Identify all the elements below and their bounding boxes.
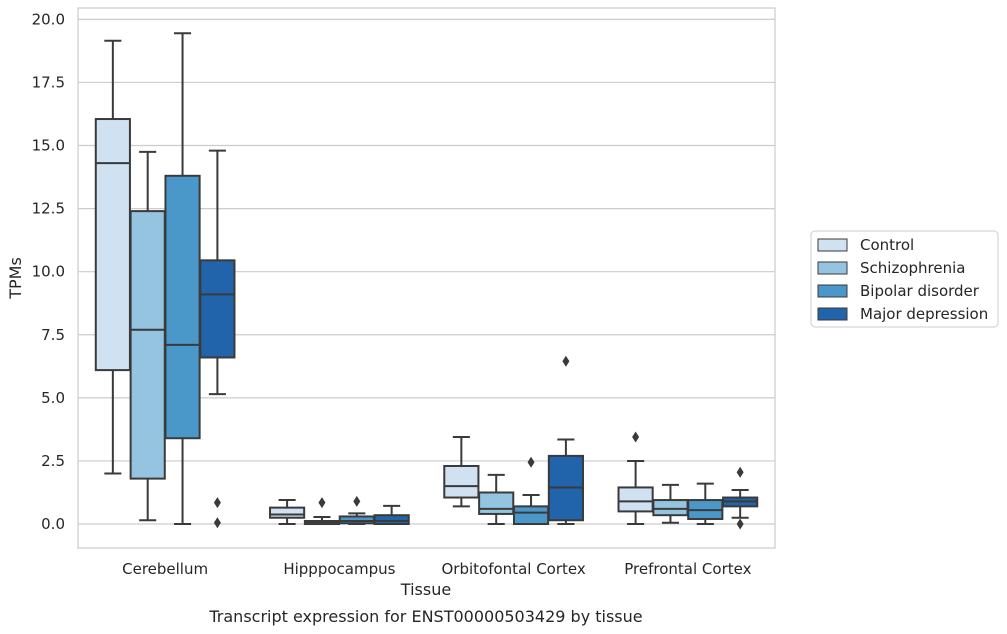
outlier-point xyxy=(353,495,361,507)
legend-swatch xyxy=(817,238,848,252)
box-body xyxy=(478,491,515,515)
outlier-point xyxy=(527,456,535,468)
box-plots xyxy=(94,32,759,530)
legend-label: Control xyxy=(860,236,914,254)
box-body xyxy=(338,515,375,525)
y-axis-title: TPMs xyxy=(6,257,25,300)
box-2-3 xyxy=(547,355,584,526)
box-body xyxy=(617,486,654,513)
y-tick-label: 5.0 xyxy=(41,389,65,407)
box-3-2 xyxy=(687,482,724,526)
plot-frame xyxy=(77,7,776,549)
x-tick-label: Cerebellum xyxy=(122,560,208,578)
y-tick-label: 20.0 xyxy=(32,10,65,28)
legend-swatch xyxy=(817,307,848,321)
box-body xyxy=(269,506,306,519)
y-tick-label: 10.0 xyxy=(32,263,65,281)
legend: Control Schizophrenia Bipolar disorder Majo… xyxy=(810,230,999,328)
legend-label: Bipolar disorder xyxy=(860,282,980,300)
outlier-point xyxy=(632,431,640,443)
box-body xyxy=(512,505,550,526)
y-tick-label: 12.5 xyxy=(32,200,65,218)
legend-label: Schizophrenia xyxy=(860,259,965,277)
box-1-3 xyxy=(373,504,410,526)
x-tick-label: Orbitofontal Cortex xyxy=(442,560,586,578)
box-body xyxy=(199,259,236,359)
box-body xyxy=(652,499,689,517)
box-0-0 xyxy=(94,39,131,475)
outlier-point xyxy=(736,518,744,530)
legend-label: Major depression xyxy=(860,305,988,323)
box-3-3 xyxy=(722,466,759,530)
x-tick-label: Hipppocampus xyxy=(283,560,395,578)
box-body xyxy=(129,210,166,480)
box-0-1 xyxy=(129,150,166,522)
box-1-2 xyxy=(338,495,375,526)
outlier-point xyxy=(213,517,221,529)
y-tick-label: 7.5 xyxy=(41,326,65,344)
box-2-1 xyxy=(478,473,515,526)
box-2-2 xyxy=(512,456,550,526)
legend-frame xyxy=(810,230,999,328)
y-tick-labels: 0.0 2.5 5.0 7.5 10.0 12.5 15.0 17.5 20.0 xyxy=(32,10,65,533)
chart-caption: Transcript expression for ENST0000050342… xyxy=(208,607,642,626)
legend-swatch xyxy=(817,284,848,298)
y-tick-label: 0.0 xyxy=(41,515,65,533)
box-0-2 xyxy=(164,32,201,526)
y-tick-label: 15.0 xyxy=(32,137,65,155)
box-3-0 xyxy=(617,431,654,526)
y-tick-label: 17.5 xyxy=(32,73,65,91)
outlier-point xyxy=(562,355,570,367)
box-body xyxy=(443,464,480,499)
x-tick-labels: Cerebellum Hipppocampus Orbitofontal Corte… xyxy=(122,560,751,578)
box-1-0 xyxy=(269,499,306,526)
legend-swatch xyxy=(817,261,848,275)
outlier-point xyxy=(213,497,221,509)
box-body xyxy=(373,514,410,526)
box-2-0 xyxy=(443,435,480,508)
box-0-3 xyxy=(199,149,236,529)
y-tick-label: 2.5 xyxy=(41,452,65,470)
x-axis-title: Tissue xyxy=(400,580,451,599)
box-1-1 xyxy=(303,497,341,526)
outlier-point xyxy=(318,497,326,509)
box-body xyxy=(94,118,131,372)
box-body xyxy=(164,174,201,440)
outlier-point xyxy=(736,466,744,478)
x-tick-label: Prefrontal Cortex xyxy=(624,560,751,578)
box-3-1 xyxy=(652,483,689,524)
